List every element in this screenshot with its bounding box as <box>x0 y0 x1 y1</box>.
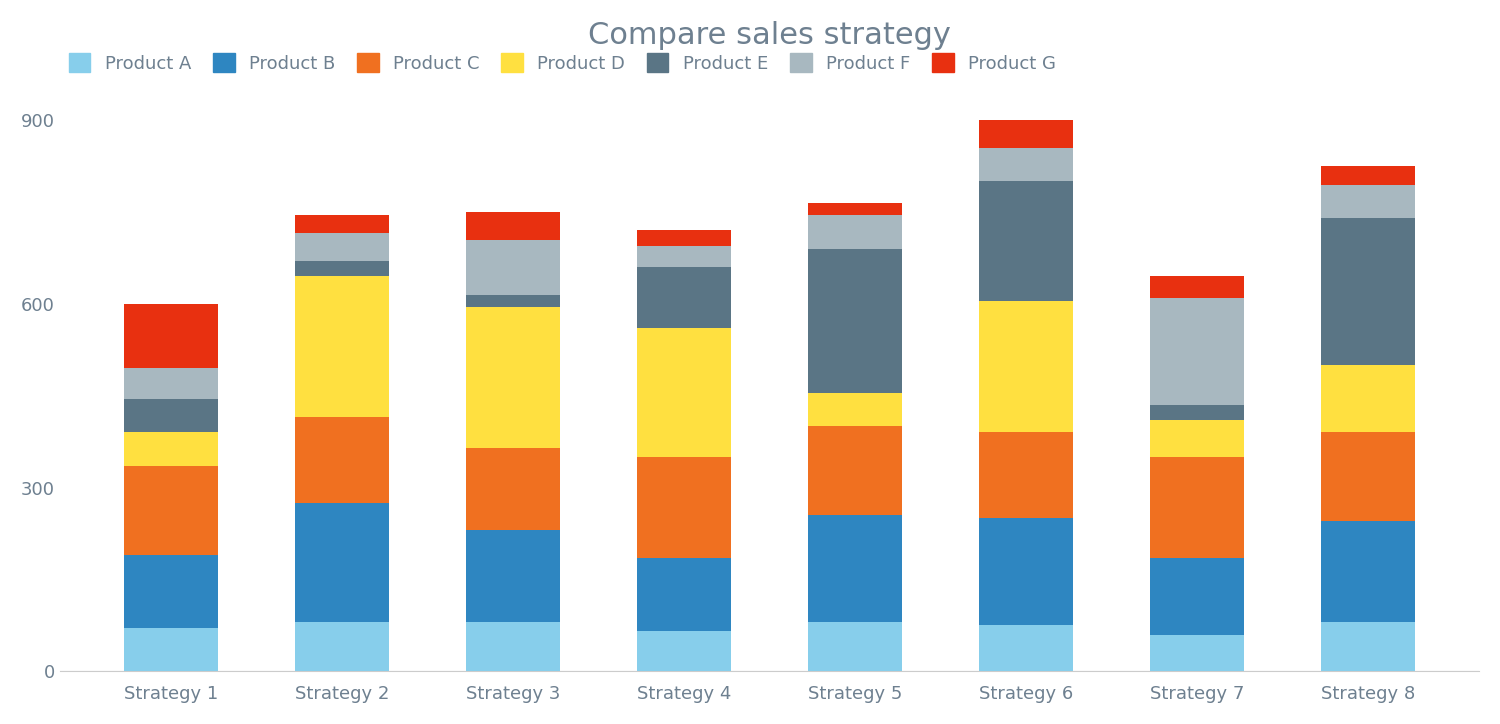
Bar <box>638 457 730 558</box>
Bar <box>466 307 560 448</box>
Bar <box>296 503 388 623</box>
Bar <box>466 531 560 623</box>
Bar <box>296 623 388 671</box>
Bar <box>124 628 217 671</box>
Bar <box>124 432 217 466</box>
Bar <box>808 623 901 671</box>
Bar <box>1149 277 1244 298</box>
Bar <box>296 261 388 277</box>
Bar <box>1320 521 1414 623</box>
Bar <box>980 148 1072 182</box>
Bar <box>124 369 217 399</box>
Bar <box>1149 420 1244 457</box>
Bar <box>808 515 901 623</box>
Bar <box>124 466 217 555</box>
Bar <box>1320 185 1414 218</box>
Bar <box>124 304 217 369</box>
Bar <box>1320 365 1414 432</box>
Bar <box>808 215 901 249</box>
Bar <box>638 245 730 267</box>
Bar <box>296 277 388 417</box>
Bar <box>980 432 1072 518</box>
Bar <box>1320 623 1414 671</box>
Bar <box>638 230 730 245</box>
Bar <box>124 555 217 628</box>
Bar <box>638 267 730 329</box>
Bar <box>980 182 1072 301</box>
Bar <box>808 203 901 215</box>
Bar <box>1320 218 1414 365</box>
Bar <box>1149 558 1244 634</box>
Bar <box>466 212 560 240</box>
Bar <box>808 426 901 515</box>
Bar <box>1149 298 1244 405</box>
Bar <box>808 392 901 426</box>
Bar <box>808 249 901 392</box>
Bar <box>1320 432 1414 521</box>
Bar <box>638 329 730 457</box>
Title: Compare sales strategy: Compare sales strategy <box>588 21 951 50</box>
Bar <box>296 234 388 261</box>
Bar <box>466 448 560 531</box>
Bar <box>980 626 1072 671</box>
Bar <box>466 240 560 295</box>
Bar <box>980 518 1072 626</box>
Legend: Product A, Product B, Product C, Product D, Product E, Product F, Product G: Product A, Product B, Product C, Product… <box>69 54 1056 72</box>
Bar <box>638 558 730 631</box>
Bar <box>1149 405 1244 420</box>
Bar <box>466 295 560 307</box>
Bar <box>980 301 1072 432</box>
Bar <box>124 399 217 432</box>
Bar <box>296 215 388 234</box>
Bar <box>638 631 730 671</box>
Bar <box>1149 457 1244 558</box>
Bar <box>1149 634 1244 671</box>
Bar <box>980 117 1072 148</box>
Bar <box>296 417 388 503</box>
Bar <box>1320 166 1414 185</box>
Bar <box>466 623 560 671</box>
